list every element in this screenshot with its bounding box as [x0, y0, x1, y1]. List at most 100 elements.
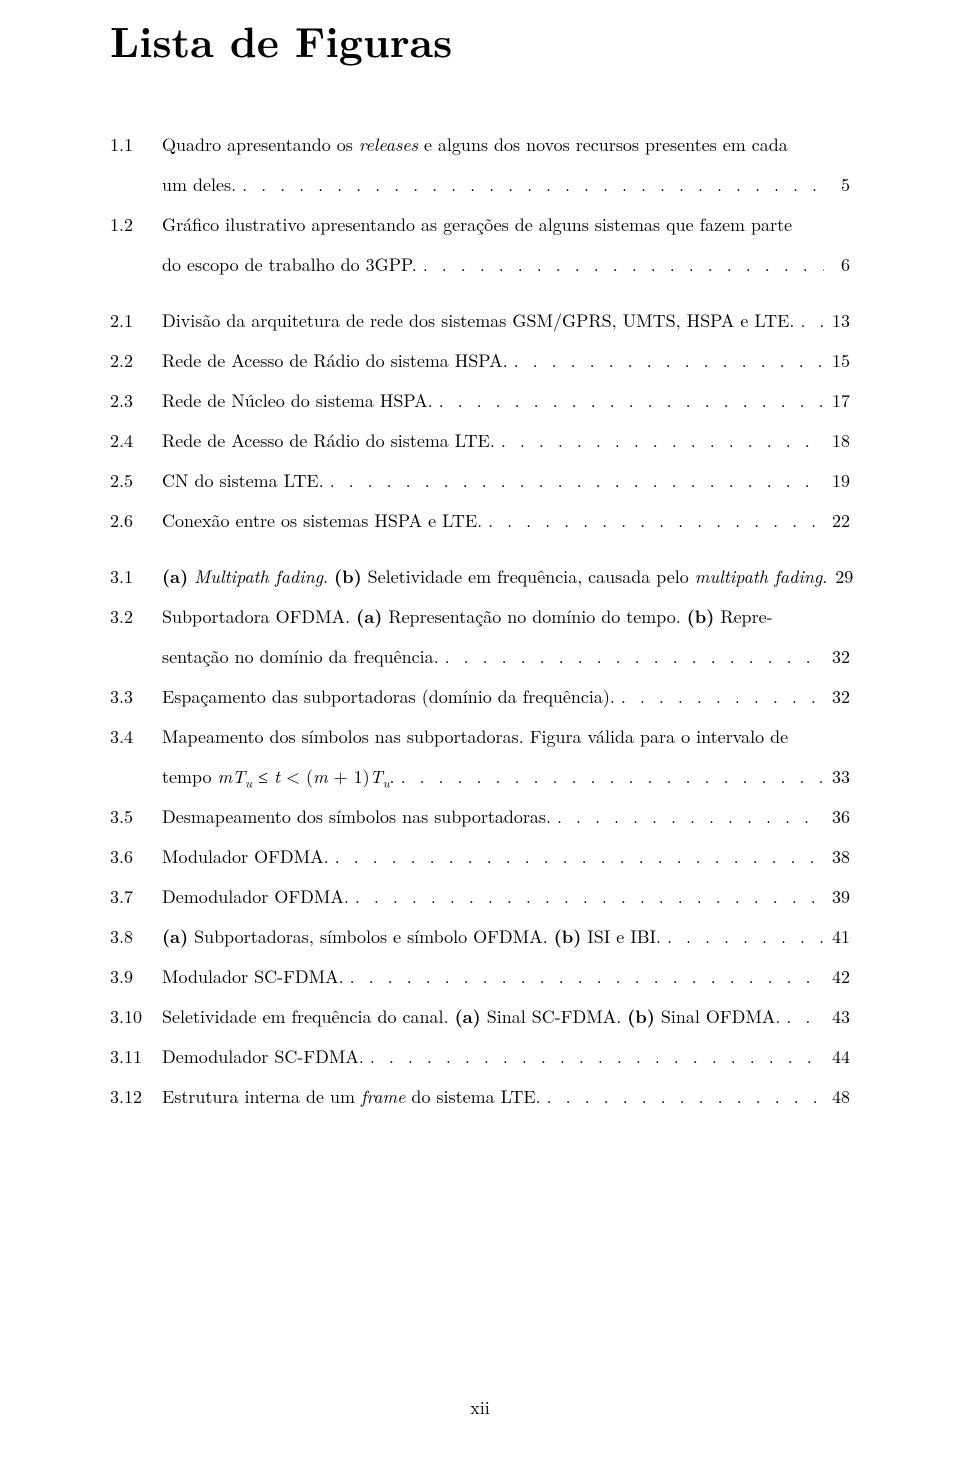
entry-page: 42	[824, 968, 850, 986]
entry-text: Gráfico ilustrativo apresentando as gera…	[162, 216, 792, 234]
leader-dots: . . . . . . . . . . . . . . . . . . . . …	[551, 808, 824, 826]
entry-description: (a) Subportadoras, símbolos e símbolo OF…	[162, 928, 850, 946]
leader-dots: . . . . . . . . . . . . . . . . . . . . …	[541, 1088, 824, 1106]
entry-text: Demodulador SC-FDMA.	[162, 1048, 364, 1066]
entry-page: 17	[824, 392, 850, 410]
entry-number: 3.4	[110, 728, 162, 746]
entry-description: Gráfico ilustrativo apresentando as gera…	[162, 216, 850, 274]
entry-number: 2.3	[110, 392, 162, 410]
entry-text: Modulador SC-FDMA.	[162, 968, 344, 986]
entry-line: Estrutura interna de um frame do sistema…	[162, 1088, 850, 1106]
entry-description: Modulador OFDMA. . . . . . . . . . . . .…	[162, 848, 850, 866]
entry-description: Mapeamento dos símbolos nas subportadora…	[162, 728, 850, 786]
entry-line: sentação no domínio da frequência. . . .…	[162, 626, 850, 666]
entry-description: Demodulador SC-FDMA. . . . . . . . . . .…	[162, 1048, 850, 1066]
entry-number: 3.7	[110, 888, 162, 906]
entry-line: Rede de Acesso de Rádio do sistema LTE. …	[162, 432, 850, 450]
entry-number: 3.9	[110, 968, 162, 986]
entry-line: Subportadora OFDMA. (a) Representação no…	[162, 608, 850, 626]
list-item: 2.4Rede de Acesso de Rádio do sistema LT…	[110, 432, 850, 472]
leader-dots: . . . . . . . . . . . . . . . . . . . . …	[433, 392, 824, 410]
entry-text: (a) Multipath fading. (b) Seletividade e…	[162, 568, 827, 586]
entry-page: 6	[824, 256, 850, 274]
entry-description: Subportadora OFDMA. (a) Representação no…	[162, 608, 850, 666]
leader-dots: . . . . . . . . . . . . . . . . . . . . …	[615, 688, 824, 706]
page-title: Lista de Figuras	[110, 0, 850, 70]
entry-text: Modulador OFDMA.	[162, 848, 329, 866]
entry-number: 2.6	[110, 512, 162, 530]
list-item: 2.3Rede de Núcleo do sistema HSPA. . . .…	[110, 392, 850, 432]
entry-text: Divisão da arquitetura de rede dos siste…	[162, 312, 794, 330]
list-item: 3.11Demodulador SC-FDMA. . . . . . . . .…	[110, 1048, 850, 1088]
list-item: 3.8(a) Subportadoras, símbolos e símbolo…	[110, 928, 850, 968]
entry-page: 19	[824, 472, 850, 490]
list-item: 3.5Desmapeamento dos símbolos nas subpor…	[110, 808, 850, 848]
entry-text: Rede de Núcleo do sistema HSPA.	[162, 392, 433, 410]
entry-description: Rede de Acesso de Rádio do sistema HSPA.…	[162, 352, 850, 370]
leader-dots: . . . . . . . . . . . . . . . . . . . . …	[349, 888, 824, 906]
entry-page: 44	[824, 1048, 850, 1066]
entry-description: Quadro apresentando os releases e alguns…	[162, 136, 850, 194]
entry-line: Modulador OFDMA. . . . . . . . . . . . .…	[162, 848, 850, 866]
entry-number: 3.12	[110, 1088, 162, 1106]
entry-page: 48	[824, 1088, 850, 1106]
list-item: 3.12Estrutura interna de um frame do sis…	[110, 1088, 850, 1128]
entry-line: Rede de Núcleo do sistema HSPA. . . . . …	[162, 392, 850, 410]
list-item: 3.6Modulador OFDMA. . . . . . . . . . . …	[110, 848, 850, 888]
entry-text: Subportadora OFDMA. (a) Representação no…	[162, 608, 773, 626]
entry-text: sentação no domínio da frequência.	[162, 648, 439, 666]
entry-line: Desmapeamento dos símbolos nas subportad…	[162, 808, 850, 826]
entry-text: Demodulador OFDMA.	[162, 888, 349, 906]
entry-text: Conexão entre os sistemas HSPA e LTE.	[162, 512, 482, 530]
entry-line: Mapeamento dos símbolos nas subportadora…	[162, 728, 850, 746]
figure-list: 1.1Quadro apresentando os releases e alg…	[110, 136, 850, 1128]
entry-number: 3.5	[110, 808, 162, 826]
entry-line: CN do sistema LTE. . . . . . . . . . . .…	[162, 472, 850, 490]
entry-line: tempo mTu ≤ t < (m + 1)Tu. . . . . . . .…	[162, 746, 850, 786]
entry-number: 3.2	[110, 608, 162, 626]
list-item: 1.1Quadro apresentando os releases e alg…	[110, 136, 850, 216]
leader-dots: . . . . . . . . . . . . . . . . . . . . …	[661, 928, 824, 946]
entry-description: Seletividade em frequência do canal. (a)…	[162, 1008, 850, 1026]
entry-page: 15	[824, 352, 850, 370]
entry-text: tempo mTu ≤ t < (m + 1)Tu.	[162, 768, 395, 786]
entry-line: Demodulador SC-FDMA. . . . . . . . . . .…	[162, 1048, 850, 1066]
entry-line: Seletividade em frequência do canal. (a)…	[162, 1008, 850, 1026]
entry-text: do escopo de trabalho do 3GPP.	[162, 256, 417, 274]
entry-description: Estrutura interna de um frame do sistema…	[162, 1088, 850, 1106]
entry-page: 22	[824, 512, 850, 530]
entry-number: 3.1	[110, 568, 162, 586]
entry-text: um deles.	[162, 176, 236, 194]
entry-number: 1.1	[110, 136, 162, 154]
leader-dots: . . . . . . . . . . . . . . . . . . . . …	[482, 512, 824, 530]
entry-text: Estrutura interna de um frame do sistema…	[162, 1088, 541, 1106]
entry-number: 2.5	[110, 472, 162, 490]
entry-number: 2.1	[110, 312, 162, 330]
list-item: 2.5CN do sistema LTE. . . . . . . . . . …	[110, 472, 850, 512]
entry-line: (a) Subportadoras, símbolos e símbolo OF…	[162, 928, 850, 946]
entry-text: CN do sistema LTE.	[162, 472, 324, 490]
entry-line: Divisão da arquitetura de rede dos siste…	[162, 312, 850, 330]
entry-text: Rede de Acesso de Rádio do sistema HSPA.	[162, 352, 508, 370]
leader-dots: . . . . . . . . . . . . . . . . . . . . …	[324, 472, 824, 490]
entry-page: 39	[824, 888, 850, 906]
list-item: 3.3Espaçamento das subportadoras (domíni…	[110, 688, 850, 728]
entry-line: Conexão entre os sistemas HSPA e LTE. . …	[162, 512, 850, 530]
list-item: 2.6Conexão entre os sistemas HSPA e LTE.…	[110, 512, 850, 552]
leader-dots: . . . . . . . . . . . . . . . . . . . . …	[495, 432, 824, 450]
entry-description: Espaçamento das subportadoras (domínio d…	[162, 688, 850, 706]
entry-description: Divisão da arquitetura de rede dos siste…	[162, 312, 850, 330]
list-item: 2.2Rede de Acesso de Rádio do sistema HS…	[110, 352, 850, 392]
entry-description: (a) Multipath fading. (b) Seletividade e…	[162, 568, 850, 586]
entry-description: Conexão entre os sistemas HSPA e LTE. . …	[162, 512, 850, 530]
entry-line: Quadro apresentando os releases e alguns…	[162, 136, 850, 154]
leader-dots: . . . . . . . . . . . . . . . . . . . . …	[395, 768, 824, 786]
entry-number: 3.10	[110, 1008, 162, 1026]
leader-dots: . . . . . . . . . . . . . . . . . . . . …	[780, 1008, 824, 1026]
entry-number: 3.11	[110, 1048, 162, 1066]
entry-line: Rede de Acesso de Rádio do sistema HSPA.…	[162, 352, 850, 370]
entry-description: Modulador SC-FDMA. . . . . . . . . . . .…	[162, 968, 850, 986]
entry-page: 41	[824, 928, 850, 946]
entry-page: 13	[824, 312, 850, 330]
list-item: 2.1Divisão da arquitetura de rede dos si…	[110, 312, 850, 352]
